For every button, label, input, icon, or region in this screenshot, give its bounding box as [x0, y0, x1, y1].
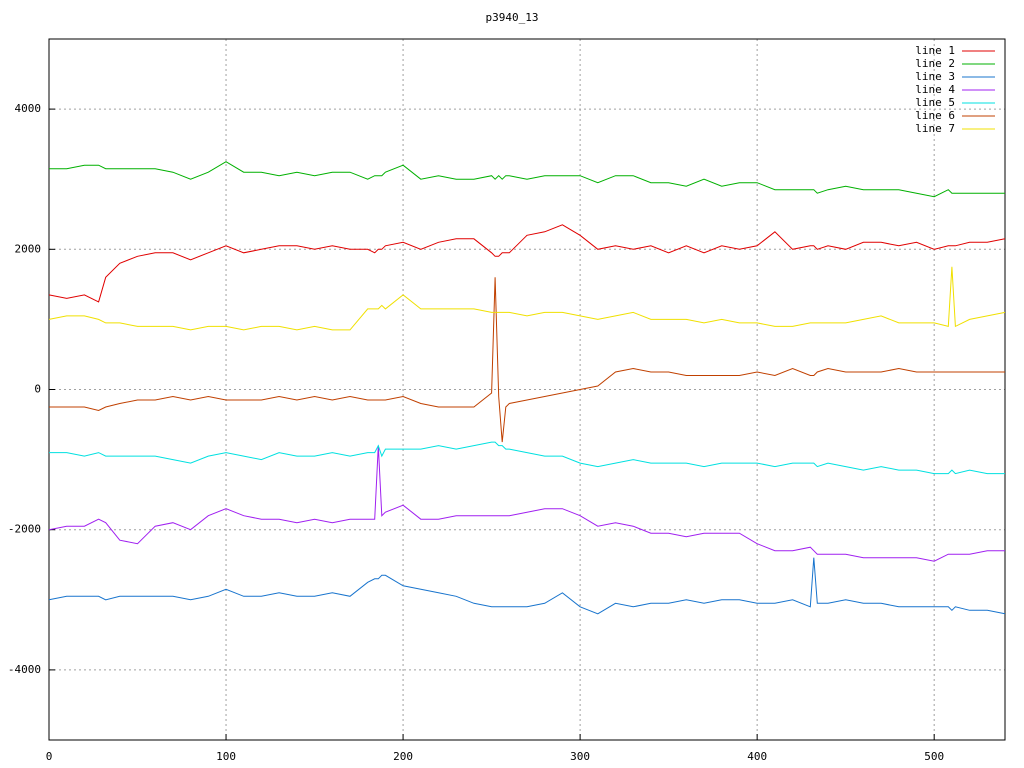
- x-tick-label: 500: [924, 750, 944, 763]
- y-tick-label: -2000: [8, 523, 41, 536]
- legend-label: line 7: [915, 122, 955, 135]
- x-tick-label: 200: [393, 750, 413, 763]
- data-line: [49, 161, 1005, 198]
- data-line: [48, 266, 1006, 331]
- x-tick-label: 400: [747, 750, 767, 763]
- data-line: [49, 277, 1005, 443]
- y-tick-label: 4000: [15, 102, 42, 115]
- y-tick-label: 0: [34, 383, 41, 396]
- legend-label: line 5: [915, 96, 955, 109]
- data-line: [48, 557, 1006, 615]
- data-line: [48, 445, 1005, 562]
- x-tick-label: 0: [46, 750, 53, 763]
- data-line: [49, 441, 1005, 475]
- legend-label: line 1: [915, 44, 955, 57]
- plot-border: [48, 38, 1006, 741]
- legend-label: line 2: [915, 57, 955, 70]
- data-line: [48, 224, 1006, 303]
- x-tick-label: 100: [216, 750, 236, 763]
- y-tick-label: -4000: [8, 663, 41, 676]
- legend-label: line 3: [915, 70, 955, 83]
- legend-label: line 6: [915, 109, 955, 122]
- y-tick-label: 2000: [15, 242, 42, 255]
- chart-title: p3940_13: [486, 11, 539, 24]
- x-tick-label: 300: [570, 750, 590, 763]
- legend-label: line 4: [915, 83, 955, 96]
